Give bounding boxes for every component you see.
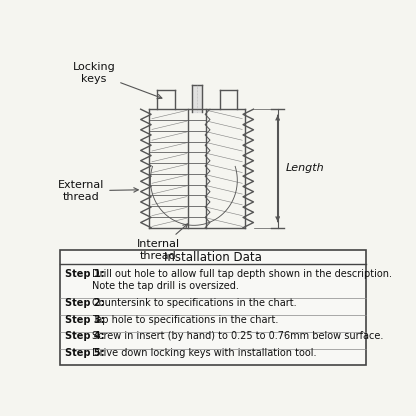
Text: Drill out hole to allow full tap depth shown in the description.: Drill out hole to allow full tap depth s… [92,269,392,279]
Text: Locking
keys: Locking keys [72,62,162,99]
Text: Screw in insert (by hand) to 0.25 to 0.76mm below surface.: Screw in insert (by hand) to 0.25 to 0.7… [92,332,384,342]
Text: Installation Data: Installation Data [164,251,262,264]
Text: Countersink to specifications in the chart.: Countersink to specifications in the cha… [92,298,297,308]
Text: External
thread: External thread [58,180,138,202]
Text: Length: Length [286,163,324,173]
Text: Step 3:: Step 3: [65,314,104,324]
Text: Internal
thread: Internal thread [137,224,188,260]
Text: Step 2:: Step 2: [65,298,104,308]
Text: Note the tap drill is oversized.: Note the tap drill is oversized. [92,281,239,291]
Text: Step 5:: Step 5: [65,348,104,358]
Text: Drive down locking keys with installation tool.: Drive down locking keys with installatio… [92,348,317,358]
Text: Step 4:: Step 4: [65,332,104,342]
Bar [60,250,366,365]
Text: Step 1:: Step 1: [65,269,104,279]
Text: Tap hole to specifications in the chart.: Tap hole to specifications in the chart. [92,314,279,324]
